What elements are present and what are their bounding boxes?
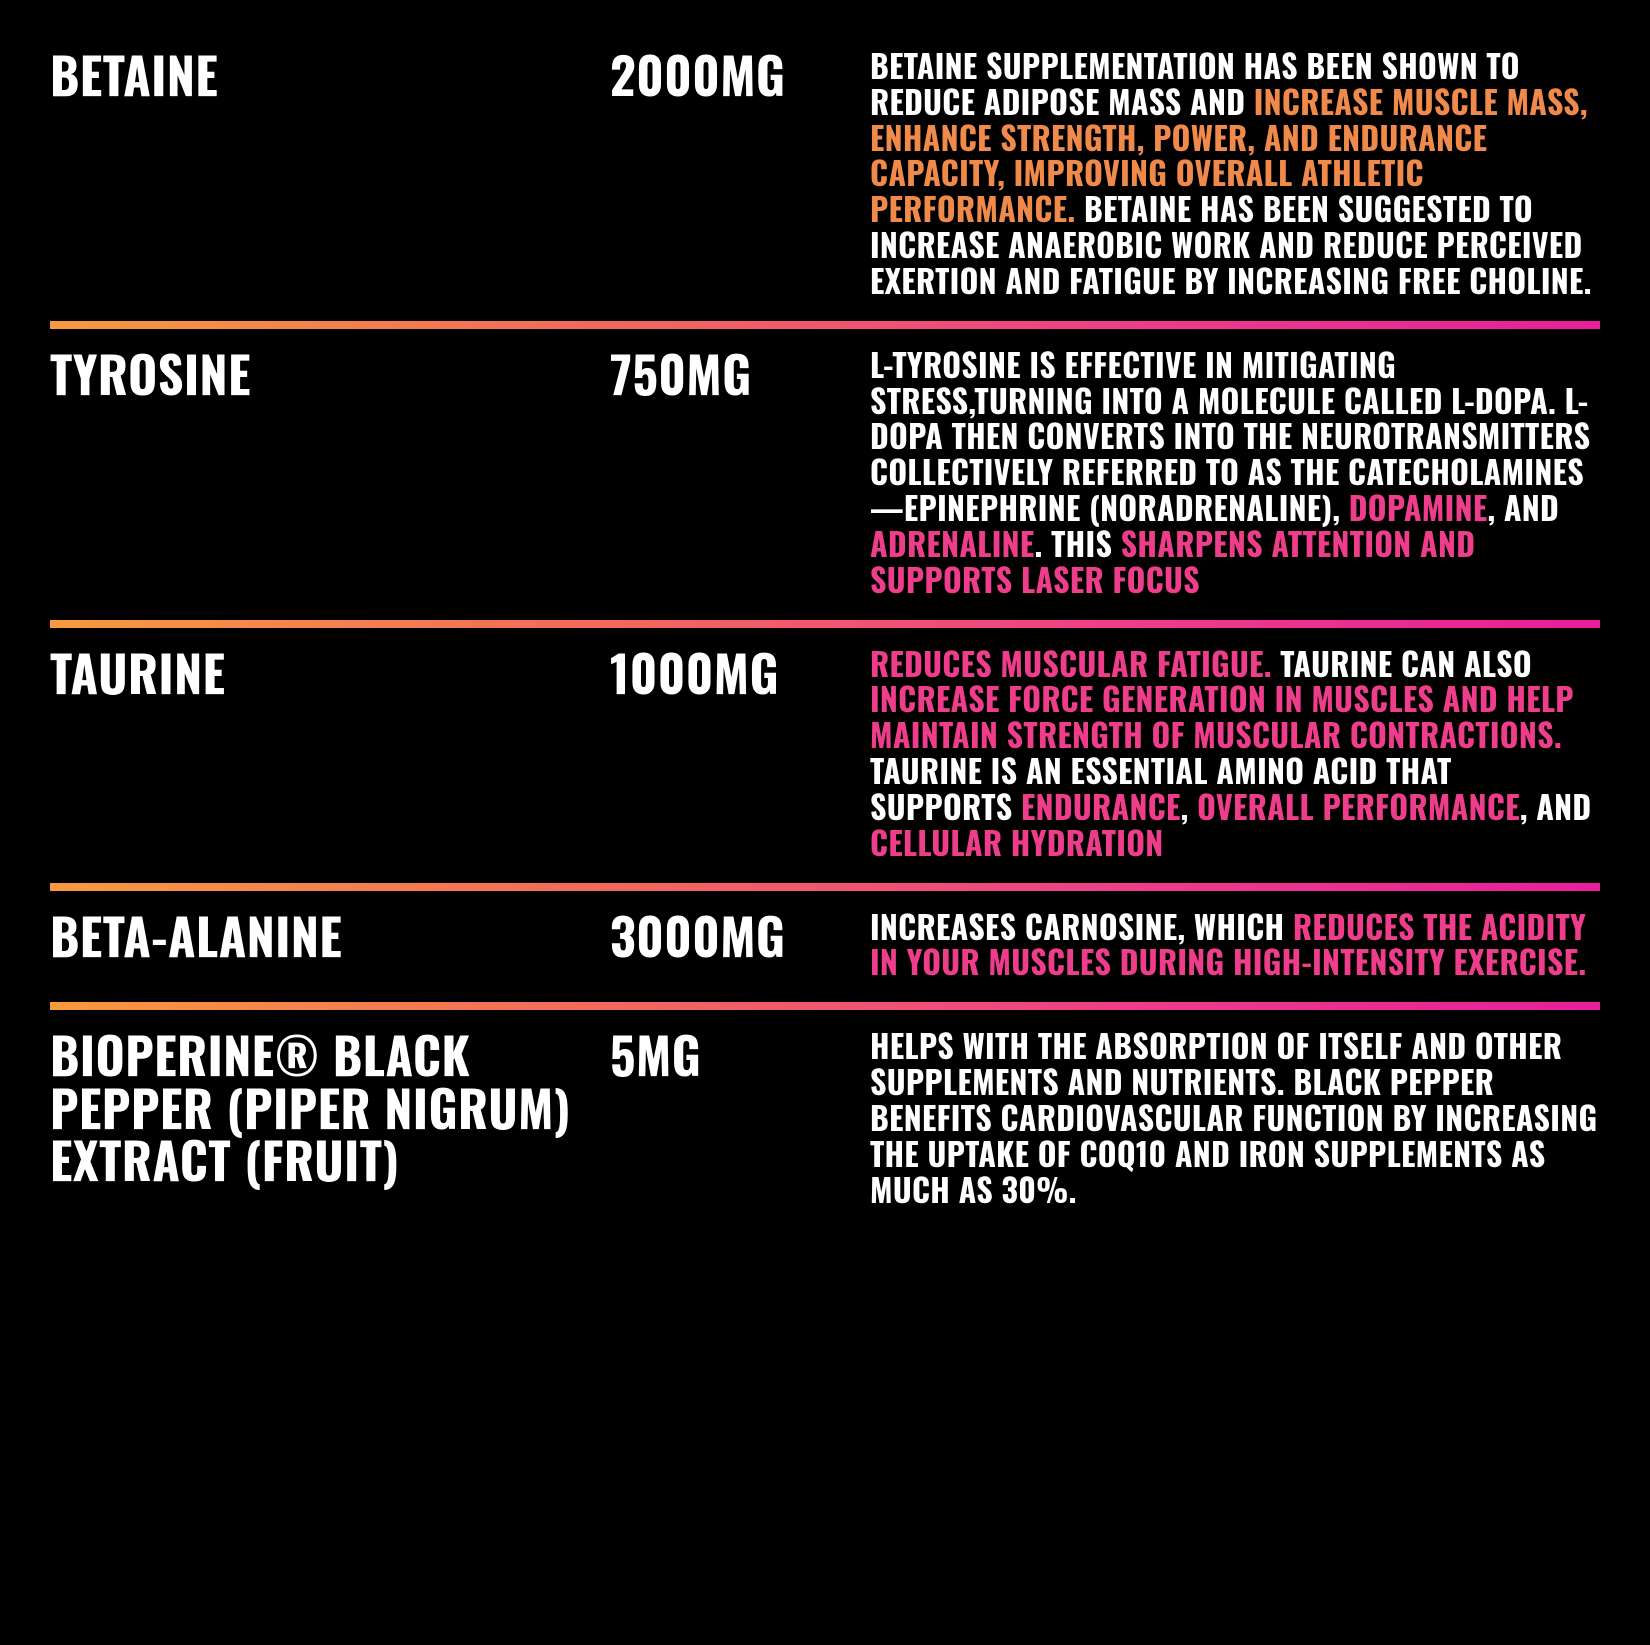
- ingredient-row: BioPerine® Black Pepper (Piper Nigrum) E…: [50, 1010, 1600, 1229]
- ingredient-description: L-tyrosine is effective in mitigating st…: [870, 347, 1600, 598]
- ingredient-name: Betaine: [50, 48, 610, 299]
- desc-segment: , and: [1520, 783, 1592, 830]
- ingredient-name: Beta-Alanine: [50, 909, 610, 981]
- ingredients-table: Betaine2000mgBetaine supplementation has…: [50, 30, 1600, 1229]
- ingredient-name: Taurine: [50, 646, 610, 861]
- ingredient-description: Reduces muscular fatigue. Taurine can al…: [870, 646, 1600, 861]
- ingredient-row: Beta-Alanine3000mgIncreases carnosine, w…: [50, 891, 1600, 1003]
- ingredient-amount: 5mg: [610, 1028, 870, 1207]
- ingredient-row: Taurine1000mgReduces muscular fatigue. T…: [50, 628, 1600, 883]
- ingredient-amount: 750mg: [610, 347, 870, 598]
- ingredient-name: BioPerine® Black Pepper (Piper Nigrum) E…: [50, 1028, 610, 1207]
- row-divider: [50, 1002, 1600, 1010]
- row-divider: [50, 321, 1600, 329]
- desc-segment: Helps with the absorption of itself and …: [870, 1022, 1597, 1212]
- row-divider: [50, 620, 1600, 628]
- ingredient-name: Tyrosine: [50, 347, 610, 598]
- desc-segment: overall performance: [1197, 783, 1520, 830]
- ingredient-description: Helps with the absorption of itself and …: [870, 1028, 1600, 1207]
- desc-segment: ,: [1181, 783, 1197, 830]
- ingredient-amount: 3000mg: [610, 909, 870, 981]
- ingredient-amount: 2000mg: [610, 48, 870, 299]
- ingredient-amount: 1000mg: [610, 646, 870, 861]
- ingredient-row: Tyrosine750mgL-tyrosine is effective in …: [50, 329, 1600, 620]
- desc-segment: , and: [1487, 484, 1559, 531]
- ingredient-description: Increases carnosine, which reduces the a…: [870, 909, 1600, 981]
- desc-segment: cellular hydration: [870, 819, 1164, 866]
- ingredient-row: Betaine2000mgBetaine supplementation has…: [50, 30, 1600, 321]
- row-divider: [50, 883, 1600, 891]
- ingredient-description: Betaine supplementation has been shown t…: [870, 48, 1600, 299]
- desc-segment: increase force generation in muscles and…: [870, 675, 1574, 758]
